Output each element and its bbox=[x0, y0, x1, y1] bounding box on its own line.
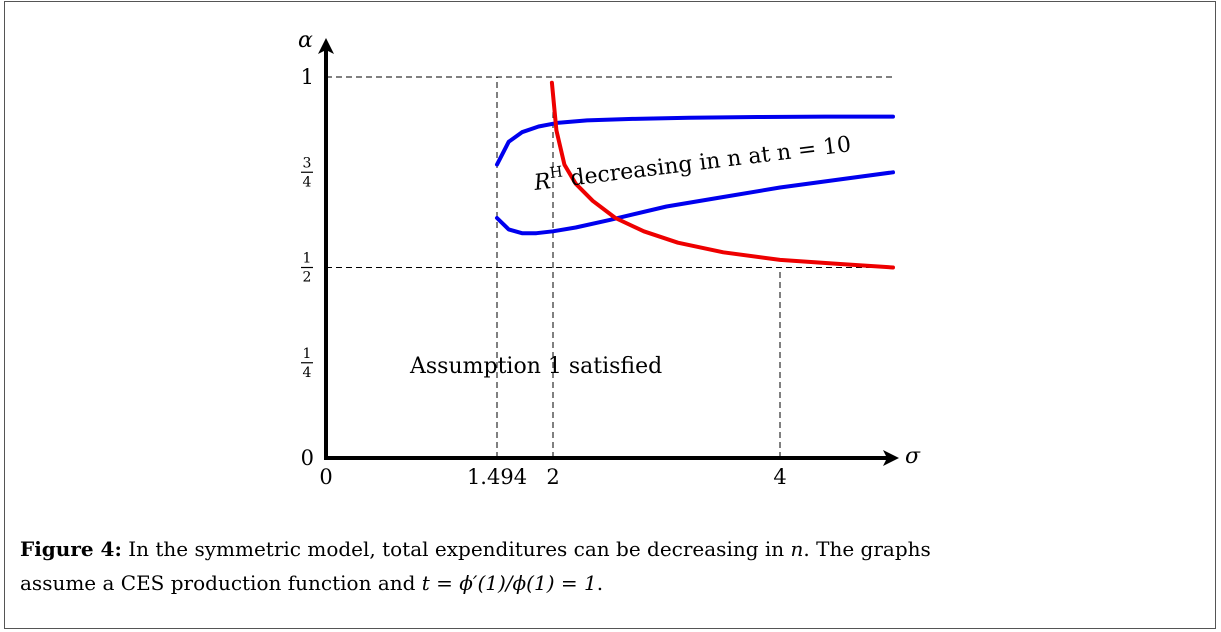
caption-text-2: assume a CES production function and bbox=[20, 571, 422, 595]
figure-frame bbox=[4, 1, 1216, 629]
y-tick-num-2: 1 bbox=[303, 251, 312, 267]
caption-text-1: In the symmetric model, total expenditur… bbox=[121, 537, 791, 561]
y-tick-den-1: 4 bbox=[303, 365, 312, 381]
x-tick-label-3: 4 bbox=[773, 465, 786, 489]
y-tick-num-3: 3 bbox=[303, 155, 312, 171]
caption-text-2-end: . bbox=[596, 571, 604, 595]
annotation-assumption: Assumption 1 satisfied bbox=[409, 354, 662, 379]
y-tick-label-4: 1 bbox=[301, 65, 314, 89]
caption-line-2: assume a CES production function and t =… bbox=[20, 566, 1195, 600]
caption-text-1-end: . The graphs bbox=[803, 537, 931, 561]
x-axis-label: σ bbox=[905, 444, 921, 469]
caption-line-1: Figure 4: In the symmetric model, total … bbox=[20, 532, 1195, 566]
y-tick-label-1: 14 bbox=[301, 346, 313, 381]
y-tick-num-1: 1 bbox=[303, 346, 312, 362]
caption-formula: t = ϕ′(1)/ϕ(1) = 1 bbox=[421, 571, 597, 595]
y-axis-label: α bbox=[298, 28, 313, 53]
y-tick-den-2: 2 bbox=[303, 270, 312, 286]
caption-label: Figure 4: bbox=[20, 537, 122, 561]
y-axis-arrow bbox=[318, 38, 334, 54]
y-tick-den-3: 4 bbox=[303, 174, 312, 190]
y-tick-label-3: 34 bbox=[301, 155, 313, 190]
annotation-rh-symbol: R bbox=[532, 169, 552, 196]
x-tick-label-2: 2 bbox=[546, 465, 559, 489]
figure-caption: Figure 4: In the symmetric model, total … bbox=[20, 532, 1195, 600]
y-tick-label-0: 0 bbox=[301, 446, 314, 470]
y-tick-label-2: 12 bbox=[301, 251, 313, 286]
annotation-rh-superscript: H bbox=[549, 163, 564, 182]
x-tick-label-1: 1.494 bbox=[467, 465, 527, 489]
series-line-1 bbox=[495, 170, 895, 236]
series-line-2 bbox=[549, 80, 895, 270]
caption-var-n: n bbox=[790, 537, 804, 561]
x-axis-arrow bbox=[883, 450, 899, 466]
series-line-0 bbox=[495, 114, 895, 167]
x-tick-label-0: 0 bbox=[319, 465, 332, 489]
